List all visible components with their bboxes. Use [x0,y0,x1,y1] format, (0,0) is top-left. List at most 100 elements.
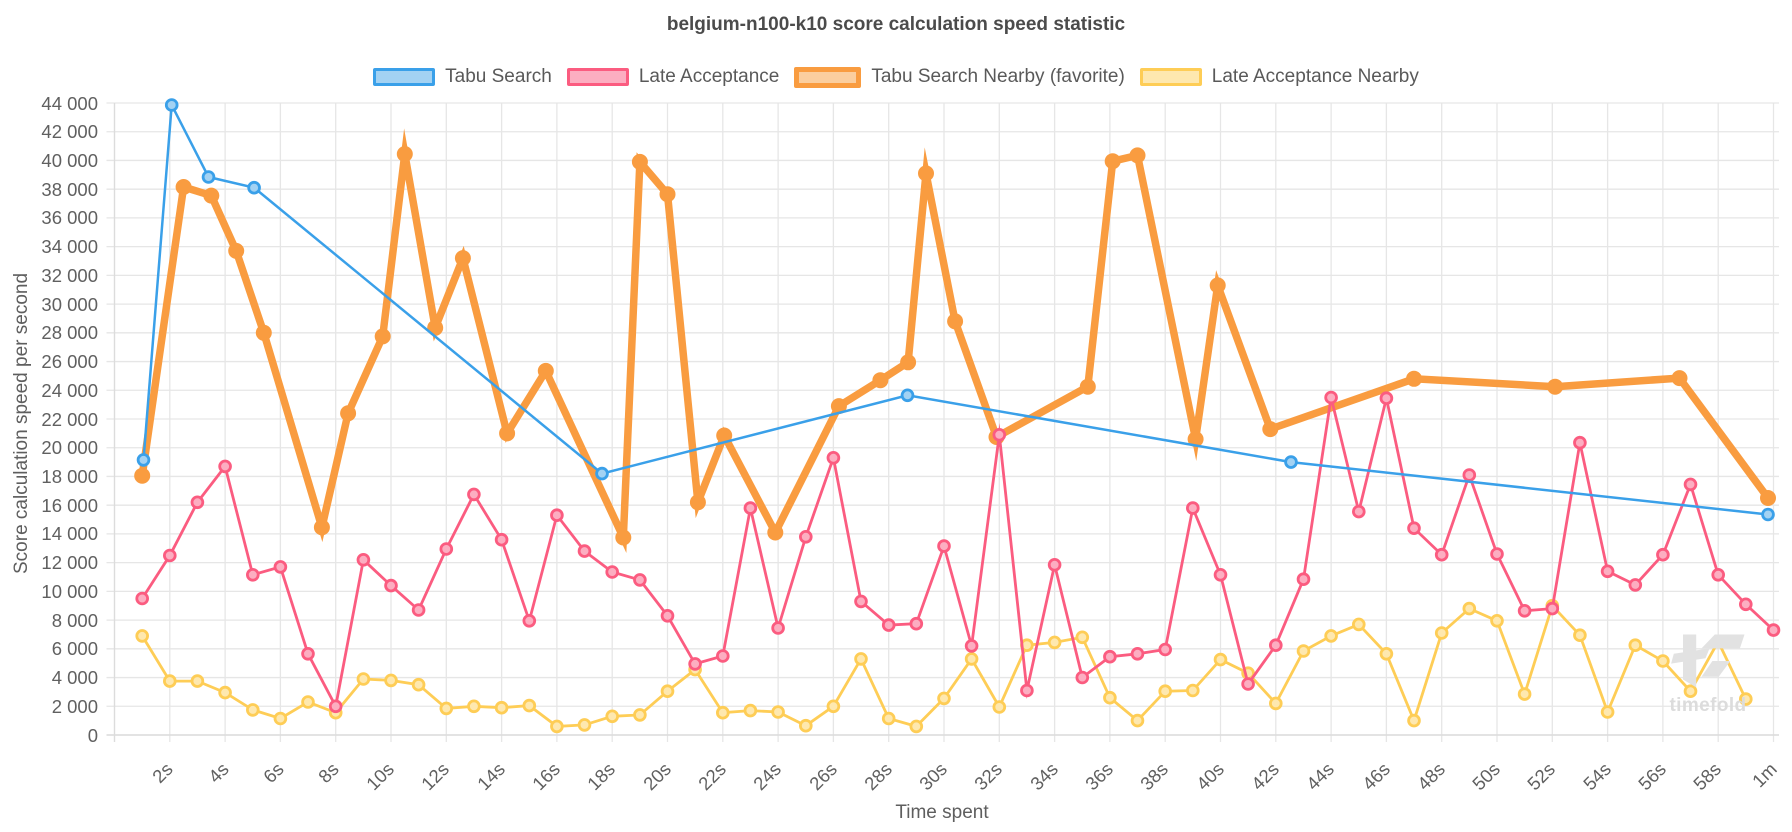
data-point[interactable] [494,532,509,547]
data-point[interactable] [631,153,648,170]
data-point[interactable] [522,698,537,713]
data-point[interactable] [1020,683,1034,698]
legend-item-tabu-search-nearby-favorite[interactable]: Tabu Search Nearby (favorite) [794,66,1125,88]
data-point[interactable] [135,591,150,606]
data-point[interactable] [1186,501,1200,515]
data-point[interactable] [134,467,151,484]
series-tabu-search-nearby-favorite[interactable] [134,128,1776,553]
data-point[interactable] [1517,687,1532,701]
data-point[interactable] [1656,654,1670,668]
data-point[interactable] [255,324,272,341]
data-point[interactable] [615,529,632,546]
data-point[interactable] [900,354,917,371]
data-point[interactable] [1213,567,1228,582]
data-point[interactable] [1600,705,1615,719]
data-point[interactable] [900,388,915,403]
data-point[interactable] [1490,547,1504,561]
data-point[interactable] [537,362,554,379]
data-point[interactable] [218,459,232,474]
data-point[interactable] [218,685,232,700]
data-point[interactable] [1103,649,1117,664]
data-point[interactable] [1683,477,1698,492]
data-point[interactable] [1739,692,1753,706]
data-point[interactable] [798,529,813,544]
data-point[interactable] [163,674,177,688]
data-point[interactable] [522,613,537,628]
data-point[interactable] [947,313,964,330]
data-point[interactable] [273,560,288,574]
data-point[interactable] [1517,603,1532,618]
data-point[interactable] [964,652,979,666]
data-point[interactable] [1761,507,1775,522]
data-point[interactable] [660,684,675,698]
data-point[interactable] [992,700,1007,714]
data-point[interactable] [1130,713,1145,728]
data-point[interactable] [1103,690,1117,705]
data-point[interactable] [411,603,426,617]
data-point[interactable] [1187,431,1204,448]
data-point[interactable] [356,672,371,686]
data-point[interactable] [1671,370,1688,387]
data-point[interactable] [1130,646,1145,661]
data-point[interactable] [633,573,647,587]
data-point[interactable] [384,578,398,593]
data-point[interactable] [273,711,288,726]
data-point[interactable] [1407,521,1421,535]
data-point[interactable] [660,608,675,623]
data-point[interactable] [854,652,868,666]
data-point[interactable] [1352,617,1366,632]
data-point[interactable] [1324,390,1338,405]
data-point[interactable] [1766,623,1781,637]
data-point[interactable] [1739,597,1753,612]
data-point[interactable] [715,705,730,720]
data-point[interactable] [1269,638,1283,652]
data-point[interactable] [228,242,245,259]
data-point[interactable] [633,708,647,722]
data-point[interactable] [1269,696,1283,711]
data-point[interactable] [605,709,619,724]
data-point[interactable] [716,427,733,444]
data-point[interactable] [1434,547,1449,562]
data-point[interactable] [659,186,676,203]
data-point[interactable] [1760,490,1776,506]
data-point[interactable] [964,639,979,653]
data-point[interactable] [1490,613,1504,628]
data-point[interactable] [1075,630,1090,645]
data-point[interactable] [605,565,619,579]
data-point[interactable] [1296,644,1311,658]
data-point[interactable] [1129,147,1146,164]
data-point[interactable] [164,98,179,112]
data-point[interactable] [1600,564,1615,579]
data-point[interactable] [1047,557,1062,572]
legend-item-tabu-search[interactable]: Tabu Search [373,66,552,88]
data-point[interactable] [1545,601,1560,616]
data-point[interactable] [550,719,564,734]
data-point[interactable] [798,718,813,733]
data-point[interactable] [826,699,841,714]
series-late-acceptance[interactable] [135,390,1781,714]
data-point[interactable] [313,519,330,536]
data-point[interactable] [937,539,951,553]
data-point[interactable] [743,703,758,718]
data-point[interactable] [499,425,516,442]
data-point[interactable] [595,466,609,481]
series-tabu-search[interactable] [136,98,1775,522]
data-point[interactable] [1406,370,1422,387]
data-point[interactable] [1075,670,1090,685]
data-point[interactable] [190,674,205,688]
data-point[interactable] [909,616,924,631]
data-point[interactable] [715,649,730,663]
data-point[interactable] [1434,626,1449,640]
data-point[interactable] [1711,567,1725,582]
data-point[interactable] [1407,713,1421,728]
data-point[interactable] [246,567,260,582]
data-point[interactable] [201,170,216,184]
data-point[interactable] [1158,642,1172,657]
data-point[interactable] [767,524,784,541]
data-point[interactable] [881,618,896,632]
data-point[interactable] [1628,578,1643,592]
data-point[interactable] [247,180,261,195]
data-point[interactable] [190,495,205,510]
data-point[interactable] [1262,421,1279,438]
data-point[interactable] [494,700,509,715]
